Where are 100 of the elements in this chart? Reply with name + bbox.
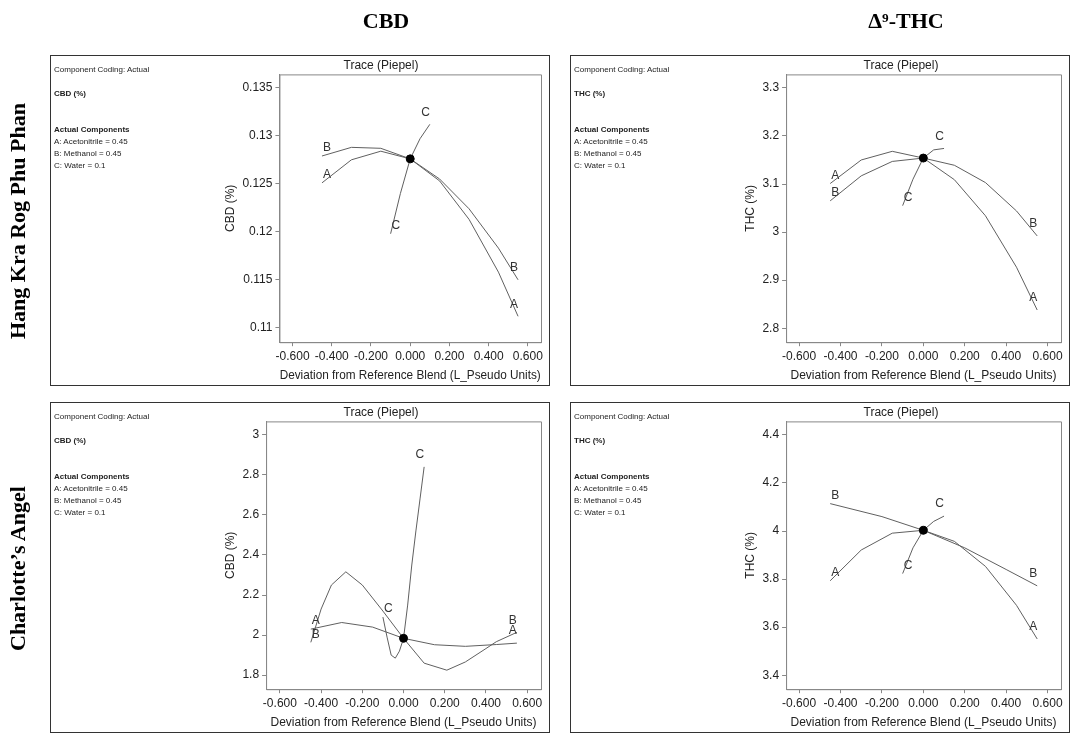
text: CBD (%) [54,435,87,447]
text: THC (%) [574,88,607,100]
text: Component Coding: Actual [574,411,671,423]
x-tick-label: -0.200 [353,348,389,363]
text: Actual Components [54,124,131,136]
y-axis-title: THC (%) [742,184,757,232]
y-tick-label: 2.9 [762,272,780,287]
y-tick-label: 2.2 [242,587,260,602]
series-label: B [1029,566,1038,581]
text: B: Methanol = 0.45 [54,495,123,507]
series-label: B [510,260,519,275]
x-tick-label: 0.400 [991,348,1022,363]
text: B: Methanol = 0.45 [574,148,643,160]
text: A: Acetonitrile = 0.45 [54,136,129,148]
x-axis-title: Deviation from Reference Blend (L_Pseudo Units) [790,715,1057,730]
text: C: Water = 0.1 [54,160,107,172]
x-tick-label: 0.600 [512,348,544,363]
x-tick-label: 0.200 [949,695,981,710]
y-tick-label: 4 [772,523,780,538]
series-label: C [383,601,393,616]
series-label: A [831,167,840,182]
y-tick-label: 0.13 [249,128,273,143]
text: A [322,167,331,182]
x-tick-label: -0.400 [314,348,350,363]
text: Actual Components [574,124,651,136]
x-tick-label: 0.400 [470,695,502,710]
y-tick-label: 4.2 [762,475,780,490]
y-tick-label: 0.135 [242,80,273,95]
y-tick-label: 4.4 [762,427,780,442]
y-tick-label: 3.8 [762,571,780,586]
series-label: A [311,613,320,628]
text: B [1029,216,1038,231]
text: C [415,447,425,462]
x-tick-label: -0.600 [275,348,310,363]
y-tick-label: 3.4 [762,667,780,682]
text: B [831,487,840,502]
series-label: B [831,185,840,200]
y-tick-label: 0.11 [249,320,273,335]
chart-subtitle: Trace (Piepel) [863,57,939,72]
y-tick-label: 2.8 [242,467,260,482]
text: C: Water = 0.1 [574,160,627,172]
y-tick-label: 2.6 [242,507,260,522]
x-tick-label: -0.400 [304,695,339,710]
text: C: Water = 0.1 [574,507,627,519]
x-tick-label: 0.000 [908,348,939,363]
x-tick-label: 0.600 [1032,695,1063,710]
text: Charlotte’s Angel [5,485,31,653]
x-tick-label: -0.600 [782,695,817,710]
y-tick-label: 0.115 [243,272,273,287]
y-tick-label: 0.12 [249,224,273,239]
x-tick-label: -0.400 [823,348,858,363]
x-tick-label: 0.000 [908,695,939,710]
text: C [935,128,945,143]
y-tick-label: 3 [772,224,780,239]
y-tick-label: 3.3 [762,80,780,95]
text: C [935,496,945,511]
x-tick-label: 0.200 [429,695,461,710]
x-tick-label: 0.000 [395,348,426,363]
y-tick-label: 0.125 [242,176,273,191]
x-tick-label: 0.200 [434,348,465,363]
chart-subtitle: Trace (Piepel) [343,404,419,419]
x-tick-label: -0.600 [782,348,817,363]
text: A: Acetonitrile = 0.45 [574,483,649,495]
x-axis-title: Deviation from Reference Blend (L_Pseudo Units) [790,368,1057,383]
text: THC (%) [574,435,607,447]
text: C: Water = 0.1 [54,507,107,519]
text: Hang Kra Rog Phu Phan [5,102,31,342]
y-tick-label: 3 [252,427,260,442]
chart-title: CBD [361,8,411,34]
text: A: Acetonitrile = 0.45 [54,483,129,495]
series-label: A [510,296,519,311]
x-tick-label: 0.400 [991,695,1022,710]
chart-title: Δ⁹-THC [867,8,945,34]
text: A [1029,290,1038,305]
x-axis-title: Deviation from Reference Blend (L_Pseudo Units) [279,368,541,383]
x-tick-label: 0.200 [949,348,981,363]
y-axis-title: CBD (%) [222,531,237,579]
x-tick-label: -0.400 [823,695,858,710]
y-tick-label: 2 [252,627,260,642]
x-tick-label: -0.200 [864,695,900,710]
text: A: Acetonitrile = 0.45 [574,136,649,148]
x-tick-label: 0.600 [512,695,543,710]
y-tick-label: 1.8 [242,667,260,682]
series-label: C [903,557,913,572]
y-tick-label: 2.8 [762,320,780,335]
text: B: Methanol = 0.45 [54,148,123,160]
series-label: A [831,565,840,580]
x-tick-label: 0.000 [388,695,419,710]
text: Actual Components [54,471,131,483]
series-label: C [903,189,913,204]
y-axis-title: CBD (%) [222,184,237,232]
text: B [322,140,331,155]
text: C [421,104,430,119]
x-tick-label: 0.400 [473,348,504,363]
y-tick-label: 3.1 [762,176,780,191]
x-tick-label: 0.600 [1032,348,1063,363]
text: Actual Components [574,471,651,483]
chart-subtitle: Trace (Piepel) [863,404,939,419]
series-label: B [311,626,320,641]
text: Component Coding: Actual [54,411,151,423]
